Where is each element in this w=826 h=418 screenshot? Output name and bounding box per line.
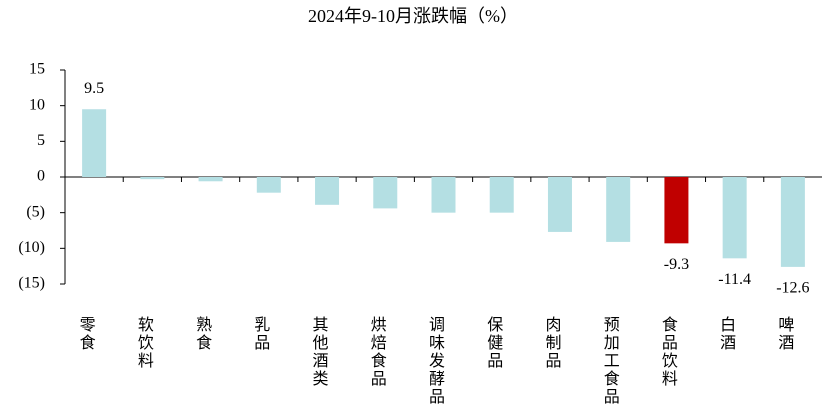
value-label: -11.4 [718, 271, 751, 288]
bar [140, 177, 165, 180]
y-tick-label: 10 [29, 96, 45, 113]
bar [664, 177, 689, 244]
x-tick-label: 保健品 [484, 316, 503, 370]
x-tick-label: 预加工食品 [601, 316, 620, 406]
y-tick-label: 5 [37, 132, 45, 149]
bar [315, 177, 340, 205]
x-tick-label: 零食 [77, 316, 96, 352]
x-tick-label: 肉制品 [542, 316, 561, 370]
y-tick-label: (10) [18, 239, 45, 256]
bar [780, 177, 805, 267]
bar [722, 177, 747, 259]
x-tick-label: 烘焙食品 [368, 316, 387, 388]
bar [431, 177, 456, 213]
value-label: 9.5 [84, 80, 104, 97]
x-tick-label: 白酒 [717, 316, 736, 352]
bar [547, 177, 572, 232]
y-tick-label: (15) [18, 275, 45, 292]
x-tick-label: 熟食 [193, 316, 212, 352]
y-tick-label: (5) [26, 203, 45, 220]
value-label: -12.6 [776, 280, 809, 297]
bar [82, 109, 107, 177]
bar [256, 177, 281, 193]
x-tick-label: 啤酒 [775, 316, 794, 352]
bar [606, 177, 631, 242]
y-tick-label: 15 [29, 61, 45, 78]
bar [489, 177, 514, 213]
chart-title: 2024年9-10月涨跌幅（%） [308, 6, 518, 26]
x-tick-label: 软饮料 [135, 316, 154, 370]
y-tick-label: 0 [37, 168, 45, 185]
bar [373, 177, 398, 209]
x-tick-label: 调味发酵品 [426, 316, 445, 406]
bar [198, 177, 223, 182]
x-tick-label: 其他酒类 [310, 316, 329, 388]
x-tick-label: 食品饮料 [659, 316, 678, 388]
x-tick-label: 乳品 [251, 316, 270, 352]
value-label: -9.3 [664, 256, 689, 273]
